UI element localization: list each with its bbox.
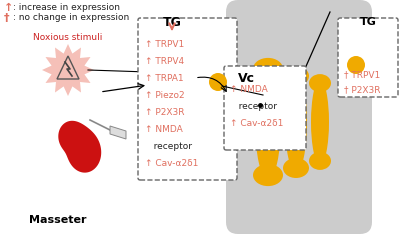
Text: receptor: receptor xyxy=(145,142,192,151)
Ellipse shape xyxy=(285,72,307,172)
Ellipse shape xyxy=(253,58,283,80)
Text: ↑ TRPV1: ↑ TRPV1 xyxy=(145,40,184,49)
FancyBboxPatch shape xyxy=(224,66,306,150)
Text: : no change in expression: : no change in expression xyxy=(13,13,129,23)
Text: TG: TG xyxy=(162,16,182,29)
Ellipse shape xyxy=(253,164,283,186)
Text: † TRPV1: † TRPV1 xyxy=(344,70,380,79)
Text: ↑ TRPA1: ↑ TRPA1 xyxy=(145,74,184,83)
Text: : increase in expression: : increase in expression xyxy=(13,4,120,12)
Ellipse shape xyxy=(311,79,329,164)
FancyBboxPatch shape xyxy=(338,18,398,97)
Text: Masseter: Masseter xyxy=(29,215,87,225)
Polygon shape xyxy=(58,121,101,173)
Text: † P2X3R: † P2X3R xyxy=(344,85,380,94)
Text: ↑ Cav-α2δ1: ↑ Cav-α2δ1 xyxy=(145,159,198,168)
Ellipse shape xyxy=(255,65,281,180)
Text: Vc: Vc xyxy=(238,72,255,85)
Text: receptor: receptor xyxy=(230,102,277,111)
Text: ↑: ↑ xyxy=(4,3,13,13)
Text: †: † xyxy=(4,13,10,23)
Text: ↑ Piezo2: ↑ Piezo2 xyxy=(145,91,185,100)
Circle shape xyxy=(347,56,365,74)
Circle shape xyxy=(209,73,227,91)
Polygon shape xyxy=(110,126,126,139)
Ellipse shape xyxy=(283,66,309,86)
Text: TG: TG xyxy=(360,17,376,27)
Text: ↑ NMDA: ↑ NMDA xyxy=(145,125,183,134)
Text: Noxious stimuli: Noxious stimuli xyxy=(33,33,103,42)
Text: ↑ Cav-α2δ1: ↑ Cav-α2δ1 xyxy=(230,119,283,128)
Ellipse shape xyxy=(283,158,309,178)
Ellipse shape xyxy=(309,152,331,170)
Text: ↑ NMDA: ↑ NMDA xyxy=(230,85,268,94)
Text: ↑ TRPV4: ↑ TRPV4 xyxy=(145,57,184,66)
Polygon shape xyxy=(42,44,94,96)
Ellipse shape xyxy=(309,74,331,92)
FancyBboxPatch shape xyxy=(226,0,372,234)
FancyBboxPatch shape xyxy=(138,18,237,180)
Text: ↑ P2X3R: ↑ P2X3R xyxy=(145,108,184,117)
